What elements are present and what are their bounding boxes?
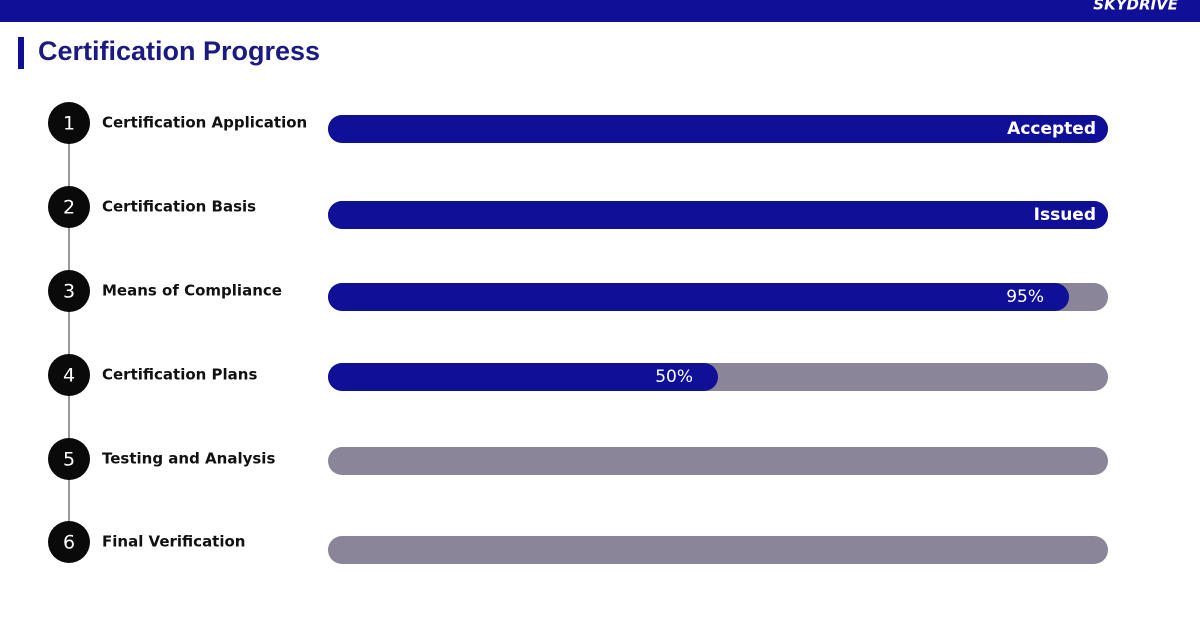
bar — [328, 363, 718, 391]
value-label: 50% — [655, 367, 693, 387]
step-number: 4 — [63, 365, 75, 387]
category-label: Certification Basis — [102, 198, 256, 216]
category-label: Certification Plans — [102, 366, 257, 384]
chart-title: Certification Progress — [38, 36, 320, 66]
step-number: 2 — [63, 197, 75, 219]
step-number: 5 — [63, 449, 75, 471]
step-circle — [48, 270, 90, 312]
bar — [328, 115, 1108, 143]
header-bar — [0, 0, 1200, 22]
bar — [328, 283, 1069, 311]
bar-track — [328, 536, 1108, 564]
step-number: 6 — [63, 532, 75, 554]
step-circle — [48, 354, 90, 396]
value-label: Accepted — [1007, 119, 1096, 139]
value-label: Issued — [1034, 205, 1096, 225]
title-accent — [18, 37, 24, 69]
category-label: Testing and Analysis — [102, 450, 275, 468]
category-label: Means of Compliance — [102, 282, 282, 300]
category-label: Final Verification — [102, 533, 245, 551]
bar — [328, 201, 1108, 229]
step-circle — [48, 186, 90, 228]
value-label: 95% — [1006, 287, 1044, 307]
step-circle — [48, 438, 90, 480]
step-number: 1 — [63, 113, 75, 135]
step-number: 3 — [63, 281, 75, 303]
logo: SKYDRIVE — [1093, 0, 1178, 14]
step-circle — [48, 102, 90, 144]
bar-track — [328, 447, 1108, 475]
category-label: Certification Application — [102, 114, 307, 132]
step-circle — [48, 521, 90, 563]
